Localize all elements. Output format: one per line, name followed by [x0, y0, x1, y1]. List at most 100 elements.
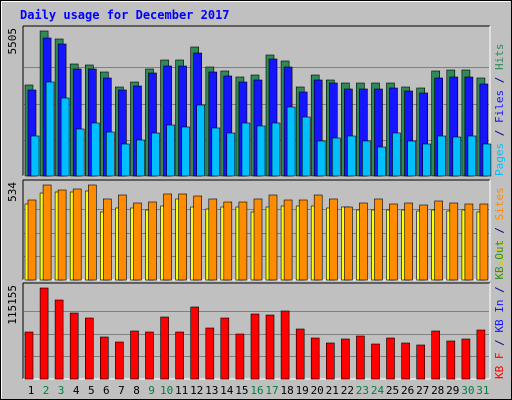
day-label: 11 [175, 384, 188, 397]
legend-item: / [493, 70, 506, 90]
bar-sites [389, 203, 398, 281]
bar-pages [151, 132, 160, 177]
bar-sites [148, 201, 157, 281]
bar-sites [208, 198, 218, 281]
bar-sites [88, 184, 97, 281]
bar-pages [316, 140, 326, 177]
day-label: 7 [118, 384, 125, 397]
bar-sites [42, 184, 52, 281]
legend-group: Visits / Sites [493, 187, 506, 280]
day-label: 23 [356, 384, 369, 397]
bar-kbytes [130, 330, 139, 380]
bar-sites [313, 194, 323, 281]
bar-pages [196, 104, 205, 177]
bar-sites [133, 202, 142, 281]
legend-item: KB In [493, 300, 506, 333]
bar-kbytes [416, 344, 426, 380]
bar-pages [91, 122, 100, 177]
day-label: 4 [73, 384, 80, 397]
bar-sites [298, 199, 308, 281]
panel-max-label: 534 [6, 182, 19, 202]
bar-sites [464, 203, 474, 281]
bar-sites [419, 204, 429, 281]
bar-sites [193, 195, 202, 281]
bar-kbytes [401, 342, 410, 380]
day-label: 13 [205, 384, 218, 397]
bar-pages [45, 81, 55, 177]
day-label: 28 [431, 384, 444, 397]
legend-group: KB F / KB In / KB Out [493, 240, 506, 379]
bar-sites [344, 206, 353, 281]
bar-kbytes [386, 337, 395, 380]
legend-item: / [493, 280, 506, 300]
chart-panels: 5505 534 115155 [6, 25, 492, 380]
bar-pages [452, 136, 462, 177]
legend-item: KB F [493, 353, 506, 380]
day-label: 24 [371, 384, 385, 397]
legend-item: Sites [493, 187, 506, 220]
chart-title: Daily usage for December 2017 [20, 8, 230, 22]
bar-pages [392, 132, 401, 177]
bar-sites [27, 199, 37, 281]
bar-kbytes [220, 317, 230, 380]
bar-pages [467, 135, 477, 177]
panel-bottom: 115155 [6, 282, 491, 380]
bar-kbytes [205, 327, 215, 380]
bar-kbytes [54, 299, 64, 380]
bar-pages [422, 143, 432, 177]
bar-sites [404, 202, 413, 281]
day-label: 10 [160, 384, 173, 397]
bar-kbytes [115, 341, 124, 380]
bar-kbytes [69, 312, 79, 380]
bar-kbytes [280, 310, 290, 380]
day-label: 9 [148, 384, 155, 397]
bar-pages [75, 128, 85, 177]
bar-kbytes [175, 331, 184, 380]
bar-sites [479, 203, 489, 281]
bar-pages [377, 146, 386, 177]
bar-sites [72, 188, 82, 281]
bar-kbytes [431, 330, 441, 380]
bar-sites [118, 194, 127, 281]
bar-kbytes [100, 336, 109, 380]
bar-pages [331, 137, 341, 177]
bar-sites [178, 193, 187, 281]
bar-pages [136, 139, 145, 177]
legend-item: KB Out [493, 240, 506, 280]
bar-kbytes [310, 337, 320, 380]
day-label: 31 [476, 384, 489, 397]
day-label: 18 [280, 384, 293, 397]
panel-max-label: 5505 [6, 28, 19, 55]
bar-sites [103, 198, 112, 281]
bar-sites [434, 200, 444, 281]
day-label: 17 [265, 384, 278, 397]
day-label: 1 [28, 384, 35, 397]
day-label: 29 [446, 384, 459, 397]
bar-kbytes [295, 328, 305, 380]
day-label: 20 [311, 384, 324, 397]
bar-sites [374, 198, 383, 281]
legend-item: Hits [493, 44, 506, 71]
legend-item: / [493, 333, 506, 353]
day-label: 14 [220, 384, 234, 397]
bar-kbytes [265, 314, 275, 380]
panel-max-label: 115155 [6, 285, 19, 325]
bar-sites [223, 201, 233, 281]
bar-pages [166, 124, 175, 177]
bar-pages [482, 143, 492, 177]
bar-kbytes [356, 335, 365, 380]
bar-kbytes [39, 287, 49, 380]
bar-pages [106, 131, 115, 177]
legend-item: / [493, 220, 506, 240]
panel-middle: 534 [6, 179, 491, 281]
day-label: 6 [103, 384, 110, 397]
bar-sites [283, 199, 293, 281]
bar-pages [256, 125, 266, 177]
day-label: 3 [58, 384, 65, 397]
legend-item: Files [493, 90, 506, 123]
day-label: 25 [386, 384, 399, 397]
bar-pages [30, 135, 40, 177]
bar-kbytes [446, 340, 456, 380]
bar-sites [449, 202, 459, 281]
